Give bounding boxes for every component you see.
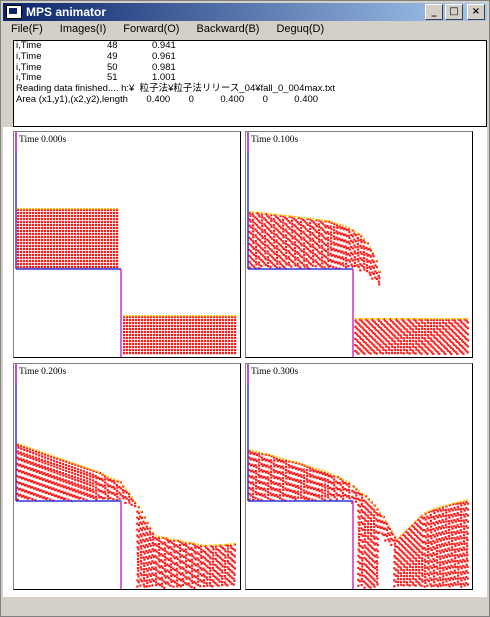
log-row-time: i,Time 50 0.981 [14,61,486,74]
animation-area: Time 0.000s Time 0.100s Time 0.200s Time… [3,127,487,597]
log-time: 0.961 [152,50,176,62]
menu-file[interactable]: File(F) [11,23,43,35]
menu-images[interactable]: Images(I) [59,23,107,35]
frame-time-label: Time 0.000s [19,135,67,145]
log-time: 0.981 [152,61,176,73]
log-label: i,Time [16,40,42,51]
frame-panel-0: Time 0.000s [13,131,241,358]
frame-time-label: Time 0.200s [19,367,67,377]
log-row-time: i,Time 48 0.941 [14,41,486,52]
menu-bar: File(F) Images(I) Forward(O) Backward(B)… [3,22,487,39]
log-reading-line: Reading data finished.... h:¥ 粒子法¥粒子法リリー… [16,83,335,95]
status-bar [3,599,487,614]
window-title: MPS animator [26,5,107,19]
log-index: 51 [107,72,118,84]
particle-canvas-3 [247,364,469,589]
frame-time-label: Time 0.100s [251,135,299,145]
menu-debug[interactable]: Deguq(D) [276,23,325,35]
frame-panel-2: Time 0.200s [13,363,241,590]
frame-panel-1: Time 0.100s [245,131,473,358]
particle-canvas-1 [247,132,469,357]
menu-forward[interactable]: Forward(O) [123,23,180,35]
log-index: 50 [107,61,118,73]
log-row-time: i,Time 49 0.961 [14,50,486,63]
frame-panel-3: Time 0.300s [245,363,473,590]
particle-canvas-0 [15,132,237,357]
frame-time-label: Time 0.300s [251,367,299,377]
log-label: i,Time [16,61,42,73]
log-index: 48 [107,40,118,51]
log-area-line: Area (x1,y1),(x2,y2),length 0.400 0 0.40… [16,93,319,105]
log-time: 0.941 [152,40,176,51]
menu-backward[interactable]: Backward(B) [196,23,260,35]
maximize-button[interactable]: □ [445,4,463,20]
log-row-time: i,Time 51 1.001 [14,73,486,84]
app-icon[interactable] [6,5,22,19]
output-log[interactable]: i,Time 48 0.941 i,Time 49 0.961 i,Time 5… [13,40,487,127]
log-index: 49 [107,50,118,62]
title-bar[interactable]: MPS animator _ □ × [3,3,487,21]
close-button[interactable]: × [467,4,485,20]
log-time: 1.001 [152,72,176,84]
particle-canvas-2 [15,364,236,589]
log-label: i,Time [16,72,42,84]
minimize-button[interactable]: _ [425,4,443,20]
log-label: i,Time [16,50,42,62]
